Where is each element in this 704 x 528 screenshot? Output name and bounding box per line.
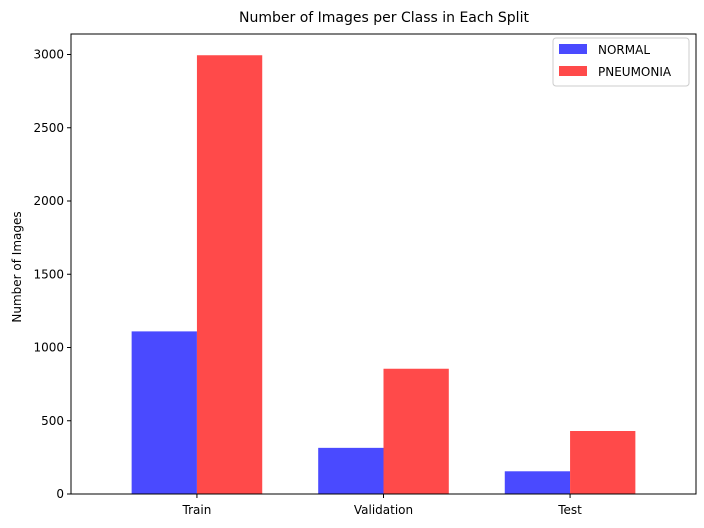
x-axis-ticks: Train Validation Test xyxy=(182,494,582,517)
bars-group xyxy=(131,55,636,495)
x-tick-label-train: Train xyxy=(182,503,212,517)
bar-pneumonia-test xyxy=(570,431,636,494)
bar-normal-validation xyxy=(318,447,384,494)
y-tick-label: 1500 xyxy=(33,267,64,281)
y-axis-ticks: 0 500 1000 1500 2000 2500 3000 xyxy=(33,48,71,501)
x-tick-label-test: Test xyxy=(557,503,582,517)
legend: NORMAL PNEUMONIA xyxy=(552,37,690,87)
bar-pneumonia-validation xyxy=(383,368,449,494)
legend-swatch-normal xyxy=(559,44,587,54)
bar-pneumonia-train xyxy=(196,55,263,495)
legend-swatch-pneumonia xyxy=(559,66,587,76)
y-tick-label: 0 xyxy=(56,487,64,501)
x-tick-label-validation: Validation xyxy=(354,503,413,517)
y-tick-label: 2000 xyxy=(33,194,64,208)
bar-normal-test xyxy=(504,471,571,494)
plot-frame xyxy=(70,33,697,495)
y-tick-label: 1000 xyxy=(33,341,64,355)
chart-title: Number of Images per Class in Each Split xyxy=(239,10,529,26)
y-tick-label: 3000 xyxy=(33,48,64,62)
y-tick-label: 500 xyxy=(41,414,64,428)
y-tick-label: 2500 xyxy=(33,121,64,135)
legend-label-pneumonia: PNEUMONIA xyxy=(598,65,672,79)
legend-label-normal: NORMAL xyxy=(598,43,650,57)
bar-normal-train xyxy=(131,331,197,494)
y-axis-label: Number of Images xyxy=(10,211,24,322)
